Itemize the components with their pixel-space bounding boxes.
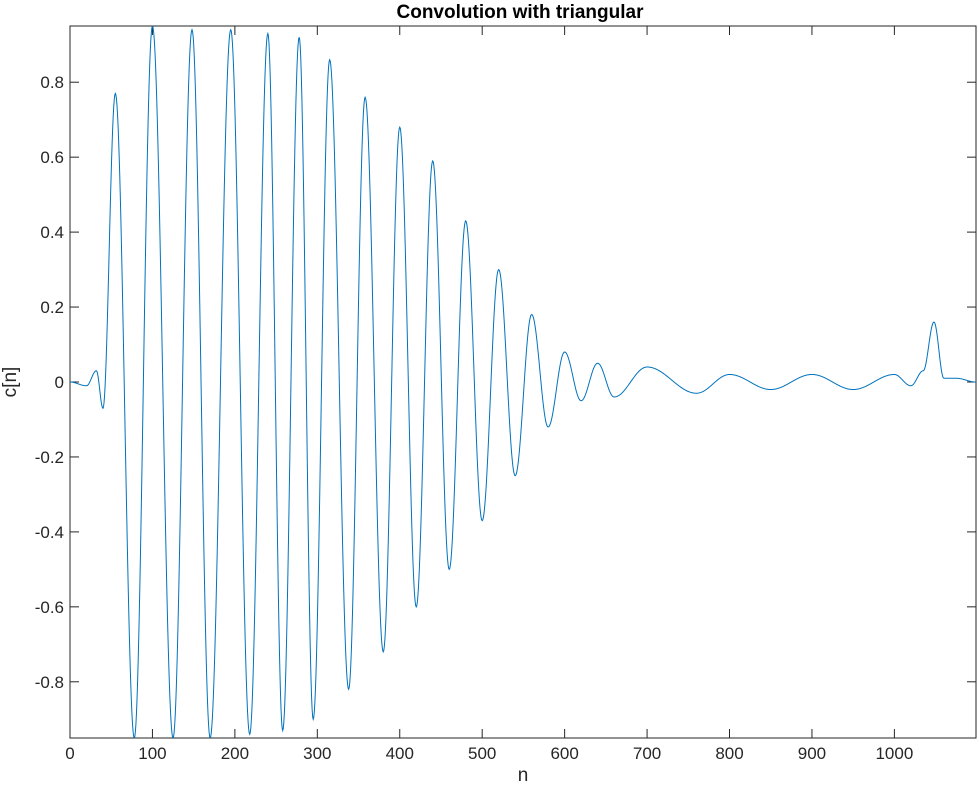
y-tick-label: 0.8 [40, 73, 64, 92]
y-axis-label: c[n] [0, 367, 21, 398]
y-tick-label: 0.6 [40, 148, 64, 167]
x-tick-label: 200 [221, 744, 249, 763]
y-tick-label: -0.4 [35, 523, 64, 542]
y-tick-label: -0.2 [35, 448, 64, 467]
x-tick-label: 600 [550, 744, 578, 763]
chart-title: Convolution with triangular [397, 2, 645, 23]
y-axis: -0.8 -0.6 -0.4 -0.2 0 0.2 0.4 0.6 0.8 [35, 73, 976, 692]
x-tick-label: 900 [798, 744, 826, 763]
x-tick-label: 800 [715, 744, 743, 763]
y-tick-label: -0.6 [35, 598, 64, 617]
x-axis: 0 100 200 300 400 500 600 700 800 900 1000 [65, 26, 913, 763]
y-tick-label: 0.4 [40, 223, 64, 242]
x-tick-label: 100 [138, 744, 166, 763]
x-axis-label: n [518, 765, 529, 786]
x-tick-label: 300 [303, 744, 331, 763]
y-tick-label: -0.8 [35, 673, 64, 692]
x-tick-label: 1000 [875, 744, 913, 763]
signal-series-line [70, 26, 976, 738]
x-tick-label: 400 [386, 744, 414, 763]
x-tick-label: 500 [468, 744, 496, 763]
x-tick-label: 0 [65, 744, 74, 763]
y-tick-label: 0 [55, 373, 64, 392]
x-tick-label: 700 [633, 744, 661, 763]
y-tick-label: 0.2 [40, 298, 64, 317]
plot-area [69, 25, 977, 739]
